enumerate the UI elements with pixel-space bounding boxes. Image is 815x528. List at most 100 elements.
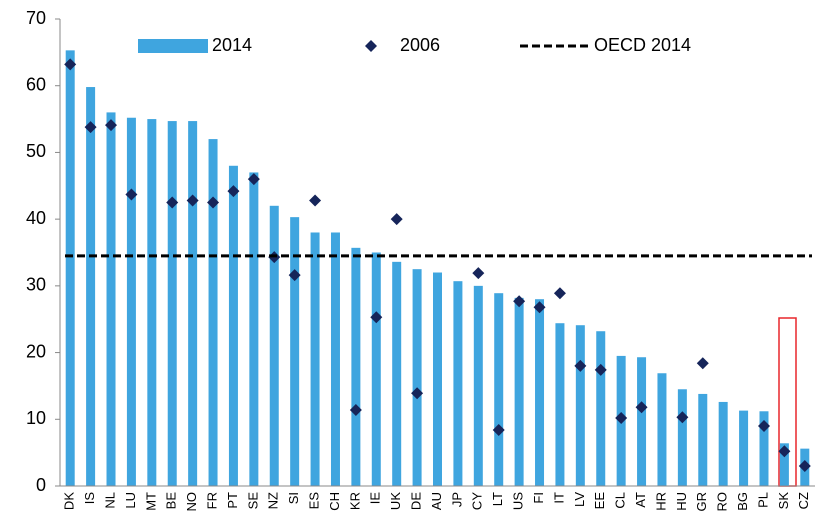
bar [208,139,218,487]
x-tick-label: IE [368,492,383,505]
x-tick-label: NZ [266,492,281,509]
diamond-marker [513,295,526,308]
diamond-marker [676,411,689,424]
x-tick-label: IS [82,492,97,505]
y-tick-label: 60 [26,74,46,94]
diamond-marker [757,419,770,432]
x-tick-label: GR [694,492,709,512]
x-tick-label: CZ [796,492,811,509]
diamond-marker [533,301,546,314]
x-tick-label: BG [735,492,750,511]
diamond-marker [125,188,138,201]
bar [86,87,96,486]
bar [392,261,402,486]
bar [453,281,463,486]
x-tick-label: LU [123,492,138,509]
diamond-marker [492,423,505,436]
diamond-marker [227,185,240,198]
bar [596,331,606,486]
y-tick-label: 30 [26,275,46,295]
x-tick-label: CH [327,492,342,511]
legend-swatch [138,39,208,53]
legend-label: 2006 [400,35,440,55]
bar [269,205,279,487]
diamond-marker [798,459,811,472]
legend-label: 2014 [212,35,252,55]
bar [310,232,320,486]
y-tick-label: 50 [26,141,46,161]
x-tick-label: JP [449,492,464,507]
bar [147,119,157,487]
diamond-marker [166,196,179,209]
x-tick-label: BE [164,492,179,510]
bar [575,325,585,486]
diamond-marker [370,311,383,324]
bar [249,172,259,486]
diamond-marker [635,401,648,414]
x-tick-label: SE [245,492,260,510]
bar [126,117,136,486]
bar [351,247,361,486]
y-tick-label: 10 [26,408,46,428]
bar [106,112,116,487]
legend-swatch [365,40,377,52]
diamond-marker [247,173,260,186]
x-tick-label: US [511,492,526,510]
x-tick-label: SK [776,492,791,510]
x-tick-label: RO [715,492,730,512]
legend-label: OECD 2014 [594,35,691,55]
y-tick-label: 70 [26,8,46,28]
x-tick-label: NL [102,492,117,509]
bar [718,401,728,486]
x-tick-label: UK [388,492,403,510]
diamond-marker [615,411,628,424]
bar [433,272,442,486]
bar [677,389,687,486]
x-tick-label: LV [572,492,587,507]
y-tick-label: 20 [26,341,46,361]
diamond-marker [696,357,709,370]
bar [412,269,422,486]
bar [494,293,504,486]
x-tick-label: ES [307,492,322,510]
x-tick-label: CY [470,492,485,510]
bar [514,297,524,486]
bar [65,50,75,486]
diamond-marker [186,194,199,207]
diamond-marker [288,269,301,282]
x-tick-label: FR [204,492,219,509]
x-tick-label: FI [531,492,546,504]
x-tick-label: KR [347,492,362,510]
bar [473,285,483,486]
bar [535,299,545,486]
bar [698,393,708,486]
x-tick-label: SI [286,492,301,504]
bar [228,165,238,486]
bar [657,373,667,486]
x-tick-label: HU [674,492,689,511]
diamond-marker [472,267,485,280]
x-tick-label: NO [184,492,199,512]
x-tick-label: PL [755,492,770,508]
diamond-marker [574,359,587,372]
bar [555,323,565,486]
diamond-marker [207,196,220,209]
diamond-marker [349,403,362,416]
y-tick-label: 40 [26,208,46,228]
bar [371,252,381,486]
bar [188,121,198,486]
x-tick-label: DK [62,492,77,510]
bar [167,121,177,486]
x-tick-label: EE [592,492,607,510]
x-tick-label: CL [613,492,628,509]
x-tick-label: AU [429,492,444,510]
diamond-marker [84,121,97,134]
x-tick-label: AT [633,492,648,508]
bar [637,357,647,486]
diamond-marker [105,119,118,132]
diamond-marker [553,287,566,300]
diamond-marker [411,387,424,400]
diamond-marker [594,363,607,376]
x-tick-label: IT [551,492,566,504]
diamond-marker [778,445,791,458]
